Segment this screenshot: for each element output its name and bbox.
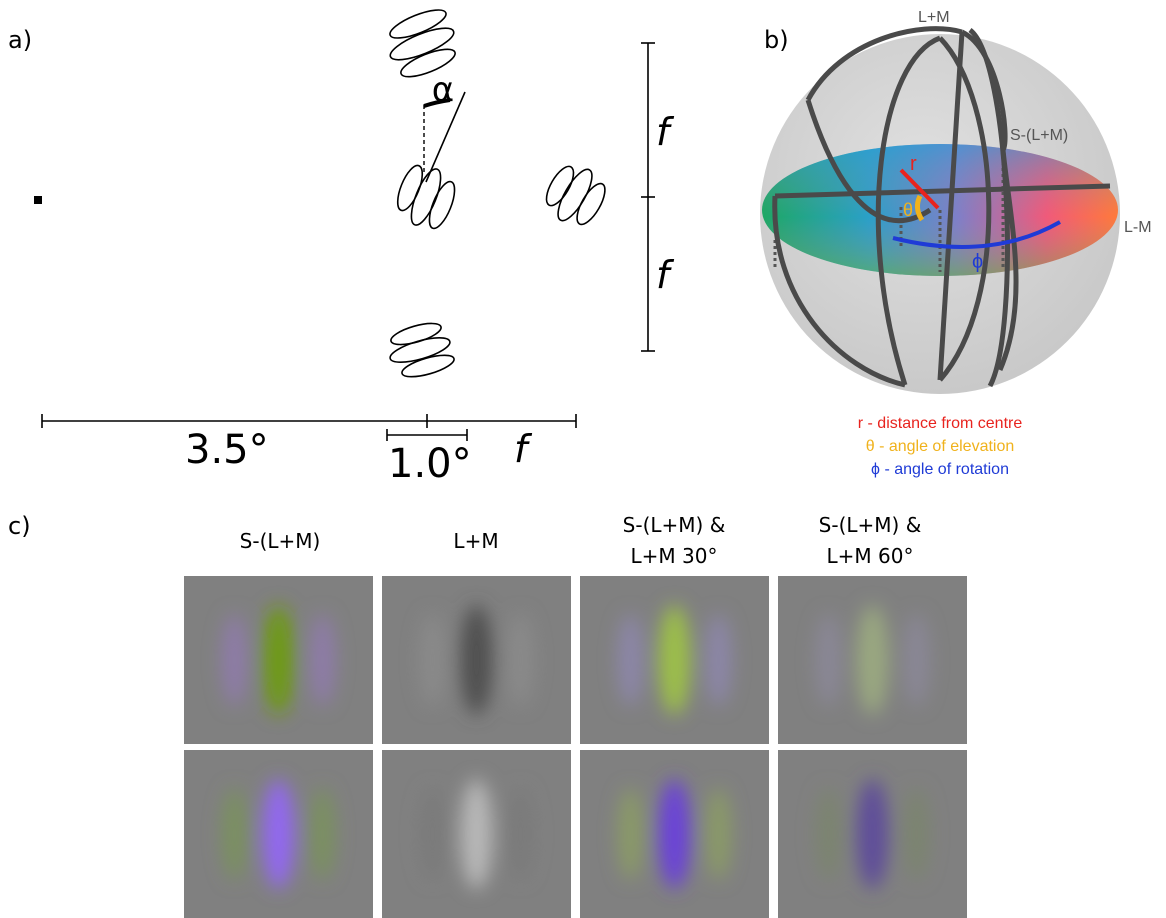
fixation-point — [34, 196, 42, 204]
column-header-4-line1: S-(L+M) & — [819, 513, 922, 537]
phi-arc — [892, 220, 1061, 249]
column-header-2: L+M — [453, 529, 498, 553]
theta-symbol: θ — [903, 200, 913, 220]
sphere-wireframe — [772, 26, 1111, 388]
column-header-3-line1: S-(L+M) & — [623, 513, 726, 537]
legend-phi: ϕ - angle of rotation — [871, 461, 1009, 478]
panel-a: a) α — [8, 9, 675, 487]
axis-l-minus-m-label: L-M — [1124, 219, 1152, 236]
gabor-right — [545, 165, 606, 226]
f-label-lower: f — [656, 253, 675, 297]
panel-b-label: b) — [764, 26, 789, 54]
panel-a-label: a) — [8, 26, 32, 54]
stimulus-tile-r2-c3 — [580, 750, 769, 918]
f-label-bottom: f — [514, 427, 533, 471]
horizontal-scale-bar — [41, 414, 577, 428]
eccentricity-label: 3.5° — [185, 427, 269, 473]
column-header-1: S-(L+M) — [240, 529, 321, 553]
r-vector — [899, 168, 940, 210]
axis-lm-label: L+M — [918, 9, 950, 26]
gabor-bottom — [389, 322, 455, 378]
stimulus-tile-r2-c1 — [184, 750, 373, 918]
gabor-top — [389, 9, 456, 78]
alpha-angle-marker: α — [423, 70, 466, 183]
legend-r: r - distance from centre — [858, 415, 1023, 432]
patch-size-bar — [386, 429, 468, 441]
theta-arc — [914, 194, 925, 222]
r-symbol: r — [910, 153, 917, 175]
stimulus-tile-grid — [184, 576, 967, 918]
stimulus-tile-r1-c1 — [184, 576, 373, 744]
panel-c: c) S-(L+M) L+M S-(L+M) & L+M 30° S-(L+M)… — [8, 512, 967, 918]
legend-theta: θ - angle of elevation — [866, 438, 1015, 455]
panel-b: b) r — [760, 9, 1152, 478]
column-header-3-line2: L+M 30° — [631, 544, 718, 568]
gabor-center — [396, 164, 456, 230]
stimulus-tile-r1-c4 — [778, 576, 967, 744]
phi-symbol: ϕ — [972, 251, 983, 273]
stimulus-tile-r2-c4 — [778, 750, 967, 918]
vertical-scale-bar — [641, 42, 655, 352]
alpha-symbol: α — [432, 70, 454, 110]
f-label-upper: f — [656, 110, 675, 154]
stimulus-tile-r2-c2 — [382, 750, 571, 918]
column-header-4-line2: L+M 60° — [827, 544, 914, 568]
stimulus-tile-r1-c2 — [382, 576, 571, 744]
axis-s-label: S-(L+M) — [1010, 127, 1068, 144]
patch-size-label: 1.0° — [388, 441, 472, 487]
stimulus-tile-r1-c3 — [580, 576, 769, 744]
panel-c-label: c) — [8, 512, 31, 540]
